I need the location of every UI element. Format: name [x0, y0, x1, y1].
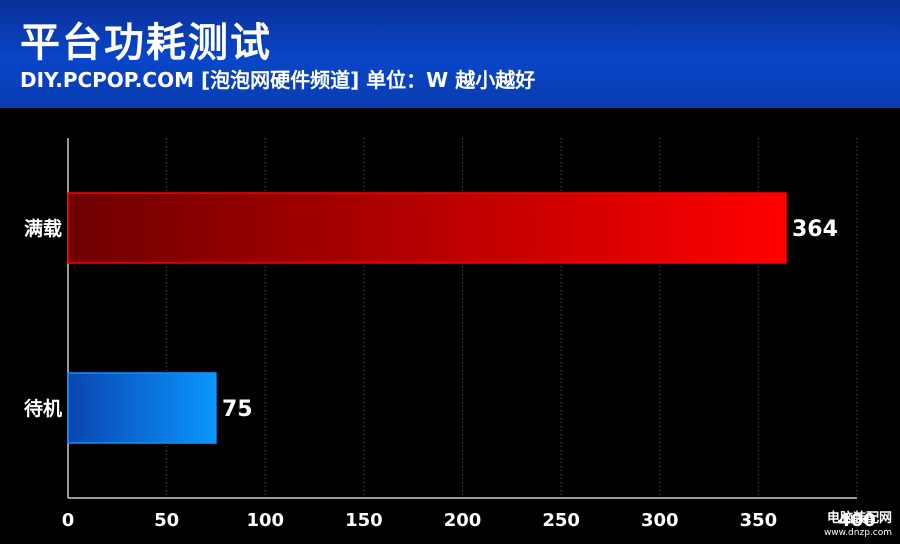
- category-label: 满载: [24, 217, 62, 240]
- category-label: 待机: [24, 397, 62, 420]
- watermark-name: 电脑装配网: [826, 511, 892, 526]
- bar-chart: 0 50 100 150 200 250 300 350 400 满载 364 待机 75: [24, 138, 876, 531]
- x-tick-label: 50: [154, 510, 179, 531]
- watermark: 电脑装配网 www.dnzp.com: [824, 512, 892, 540]
- bar-0: [67, 192, 787, 264]
- x-tick-label: 350: [740, 510, 778, 531]
- chart-header: 平台功耗测试 DIY.PCPOP.COM [泡泡网硬件频道] 单位：W 越小越好: [0, 0, 900, 108]
- x-tick-label: 250: [542, 510, 580, 531]
- chart-subtitle: DIY.PCPOP.COM [泡泡网硬件频道] 单位：W 越小越好: [20, 68, 536, 92]
- bar-1: [67, 372, 217, 444]
- value-label: 75: [222, 397, 253, 422]
- x-tick-label: 0: [62, 510, 75, 531]
- value-label: 364: [792, 217, 838, 242]
- x-tick-label: 100: [246, 510, 284, 531]
- x-tick-label: 300: [641, 510, 679, 531]
- x-tick-label: 400: [838, 510, 876, 531]
- x-tick-label: 150: [345, 510, 383, 531]
- chart-title: 平台功耗测试: [20, 20, 272, 66]
- watermark-url: www.dnzp.com: [823, 528, 892, 538]
- x-tick-label: 200: [444, 510, 482, 531]
